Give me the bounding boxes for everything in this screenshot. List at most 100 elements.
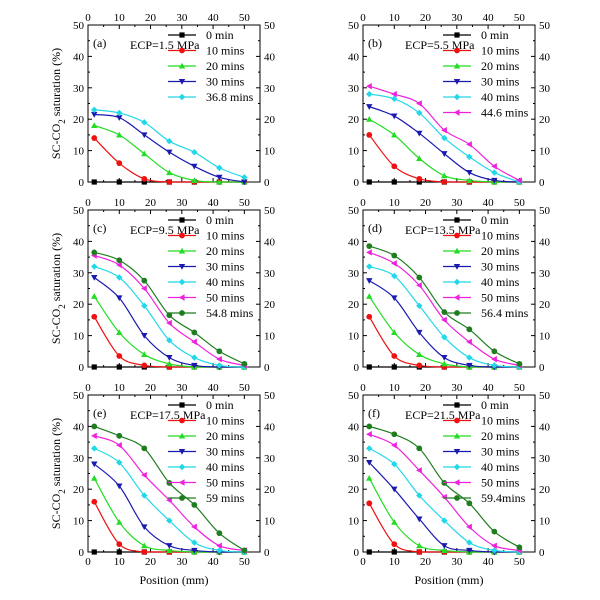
y-tick-label-right: 50 <box>264 205 276 217</box>
legend-label: 0 min <box>206 28 234 42</box>
x-tick-label-top: 20 <box>145 382 157 394</box>
data-point <box>416 179 422 185</box>
y-tick-label-right: 10 <box>264 146 276 158</box>
data-point <box>116 261 122 269</box>
legend-label: 56.4 mins <box>481 306 529 320</box>
panel-label: (e) <box>93 406 106 420</box>
y-tick-label-right: 10 <box>264 331 276 343</box>
x-tick-label-top: 30 <box>451 197 463 209</box>
legend-marker <box>454 417 460 424</box>
x-tick-label-top: 50 <box>239 382 251 394</box>
x-tick-label-top: 10 <box>114 197 126 209</box>
panel-label: (f) <box>368 406 380 420</box>
data-point <box>141 175 148 182</box>
data-point <box>391 518 398 525</box>
y-tick-label: 20 <box>348 299 360 311</box>
y-tick-label: 0 <box>354 547 360 559</box>
x-tick-label: 20 <box>420 556 432 568</box>
y-tick-label-right: 0 <box>539 547 545 559</box>
data-point <box>441 543 448 549</box>
data-point <box>466 547 473 554</box>
legend-label: 50 mins <box>206 476 245 490</box>
x-tick-label-top: 20 <box>420 382 432 394</box>
legend-label: 40 mins <box>206 460 245 474</box>
y-tick-label-right: 0 <box>264 177 270 189</box>
data-point <box>491 348 498 355</box>
x-tick-label: 40 <box>208 556 220 568</box>
data-point <box>416 516 423 523</box>
legend-marker <box>178 247 186 254</box>
x-tick-label-top: 20 <box>420 12 432 24</box>
data-point <box>366 459 373 466</box>
data-point <box>466 141 472 148</box>
data-point <box>91 135 98 141</box>
legend-marker <box>178 463 186 471</box>
y-tick-label-right: 30 <box>264 453 276 465</box>
y-tick-label: 50 <box>73 205 85 217</box>
data-point <box>366 104 373 110</box>
legend-marker <box>179 495 185 501</box>
x-tick-label: 10 <box>114 556 126 568</box>
data-point <box>116 274 123 281</box>
panel-label: (d) <box>368 221 382 235</box>
legend-marker <box>179 232 185 239</box>
x-tick-label-top: 10 <box>389 12 401 24</box>
legend-marker <box>178 78 186 85</box>
data-point <box>166 319 172 327</box>
x-tick-label-top: 50 <box>514 12 526 24</box>
data-point <box>391 131 398 138</box>
legend-label: 0 min <box>206 213 234 227</box>
data-point <box>491 542 497 549</box>
y-tick-label-right: 50 <box>264 390 276 402</box>
x-tick-label-top: 40 <box>483 197 495 209</box>
x-tick-label-top: 40 <box>208 197 220 209</box>
legend-marker <box>179 402 185 408</box>
data-point <box>141 471 147 479</box>
y-tick-label: 0 <box>354 177 360 189</box>
data-point <box>116 483 123 490</box>
data-point <box>516 177 522 184</box>
data-point <box>441 309 448 315</box>
data-point <box>366 263 373 270</box>
legend-marker <box>453 463 461 471</box>
y-tick-label-right: 20 <box>539 114 551 126</box>
data-point <box>466 326 473 333</box>
y-tick-label: 0 <box>354 362 360 374</box>
data-point <box>391 442 397 449</box>
y-tick-label: 50 <box>348 205 360 217</box>
panel-label: (b) <box>368 36 382 50</box>
data-point <box>416 302 423 309</box>
legend-marker <box>453 78 461 85</box>
y-tick-label: 10 <box>73 146 85 158</box>
data-point <box>91 111 98 118</box>
x-tick-label-top: 20 <box>420 197 432 209</box>
data-point <box>416 282 422 289</box>
legend-marker <box>454 32 460 38</box>
y-tick-label: 50 <box>73 390 85 402</box>
data-point <box>391 260 397 267</box>
legend-label: 0 min <box>481 398 509 412</box>
data-point <box>391 329 398 336</box>
legend-marker <box>453 109 460 116</box>
data-point <box>466 153 473 161</box>
data-point <box>91 122 98 129</box>
legend-marker <box>453 448 461 455</box>
data-point <box>441 126 447 134</box>
x-tick-label: 10 <box>389 556 401 568</box>
legend-label: 40 mins <box>481 90 520 104</box>
data-point <box>416 100 422 107</box>
data-point <box>116 160 123 167</box>
data-point <box>166 547 173 553</box>
data-point <box>141 492 148 499</box>
data-point <box>116 329 123 336</box>
data-point <box>391 90 397 98</box>
data-point <box>466 500 473 507</box>
y-tick-label-right: 0 <box>264 362 270 374</box>
y-tick-label-right: 10 <box>539 516 551 528</box>
legend-label: 10 mins <box>206 229 245 243</box>
y-tick-label-right: 20 <box>264 484 276 496</box>
data-point <box>91 106 98 113</box>
data-point <box>366 423 373 430</box>
data-point <box>441 316 447 324</box>
